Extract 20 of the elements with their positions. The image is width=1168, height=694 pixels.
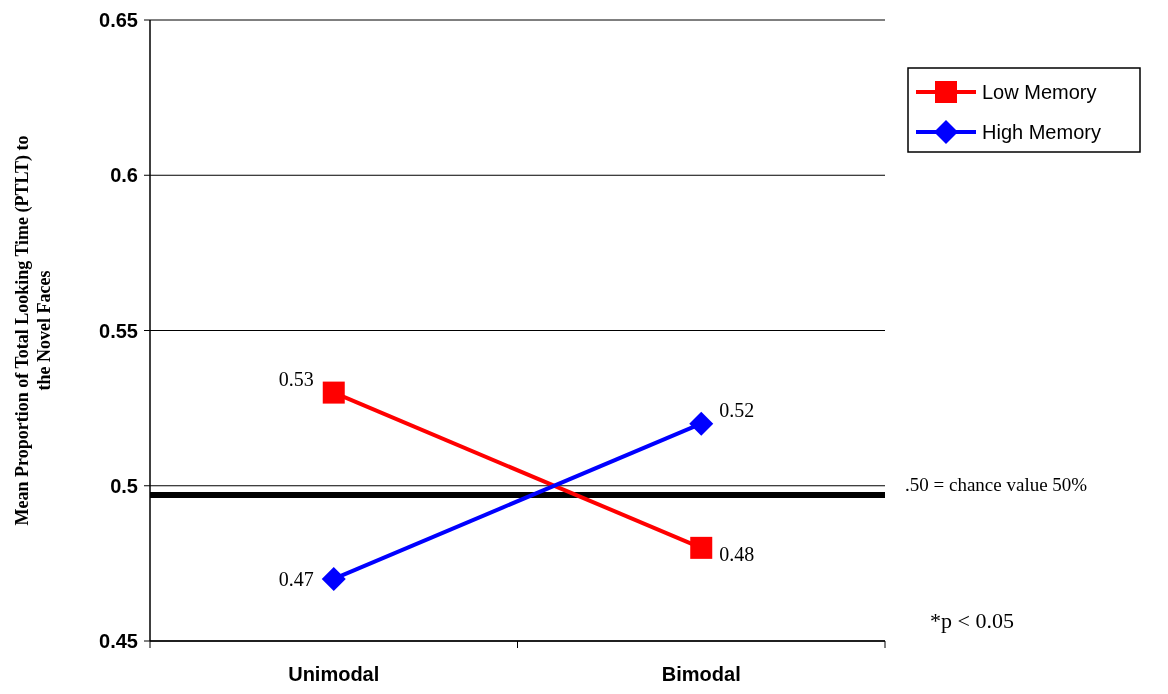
- data-label: 0.47: [278, 567, 314, 590]
- y-tick-label: 0.6: [110, 164, 138, 187]
- data-label: 0.48: [719, 542, 755, 565]
- point: [321, 566, 346, 591]
- legend-label: Low Memory: [982, 81, 1097, 103]
- y-axis-title: Mean Proportion of Total Looking Time (PTLT) to the Novel Faces: [12, 135, 54, 526]
- x-tick-label: Bimodal: [661, 663, 741, 685]
- y-tick-label: 0.5: [110, 474, 138, 497]
- text: *p < 0.05: [930, 608, 1014, 633]
- legend-label: High Memory: [982, 121, 1101, 143]
- point: [689, 411, 714, 436]
- y-tick-label: 0.65: [99, 9, 138, 31]
- point: [322, 381, 345, 404]
- y-tick-label: 0.45: [99, 630, 138, 652]
- point: [690, 536, 713, 559]
- y-tick-label: 0.55: [99, 319, 138, 342]
- x-tick-label: Unimodal: [288, 663, 380, 685]
- data-label: 0.53: [278, 367, 314, 390]
- ref-line-label: .50 = chance value 50%: [905, 474, 1088, 496]
- data-label: 0.52: [719, 398, 755, 421]
